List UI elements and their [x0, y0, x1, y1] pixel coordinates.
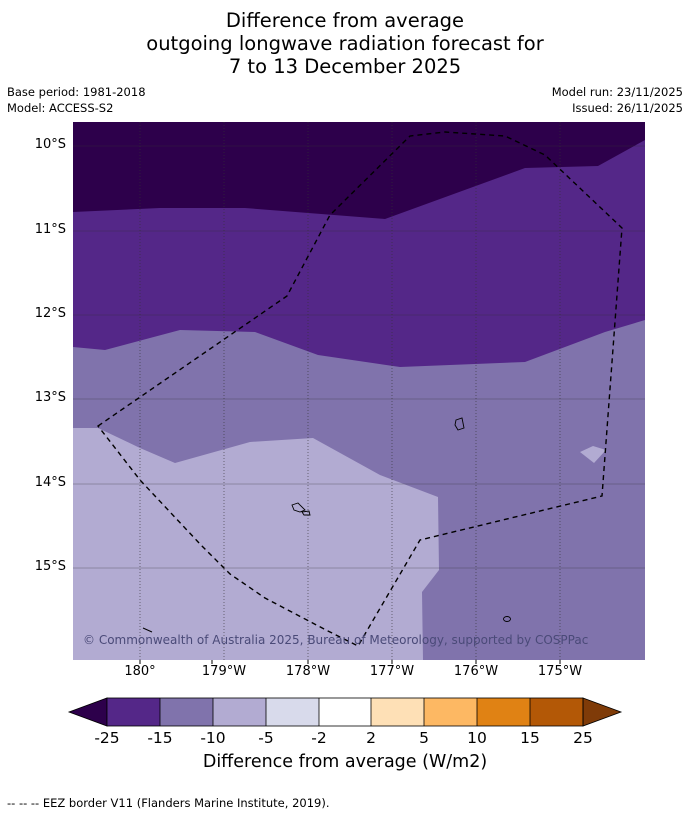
colorbar-tick-label: -10: [200, 729, 226, 747]
base-period-label: Base period: 1981-2018: [7, 85, 146, 99]
title-line-3: 7 to 13 December 2025: [228, 55, 462, 78]
lat-label: 12°S: [34, 306, 66, 321]
region-minus10-to-minus5: [73, 428, 439, 660]
colorbar-swatch: [266, 698, 319, 726]
model-run-label: Model run: 23/11/2025: [551, 85, 683, 99]
lat-label: 13°S: [34, 390, 66, 405]
colorbar-tick-label: 2: [366, 729, 376, 747]
colorbar-swatch: [213, 698, 266, 726]
colorbar: [67, 697, 623, 727]
lat-label: 14°S: [34, 475, 66, 490]
lat-label: 15°S: [34, 559, 66, 574]
copyright-note: © Commonwealth of Australia 2025, Bureau…: [83, 633, 589, 647]
colorbar-extend-max: [582, 697, 623, 727]
lon-label: 177°W: [369, 664, 415, 679]
lat-label: 10°S: [34, 137, 66, 152]
colorbar-tick-label: -25: [94, 729, 120, 747]
island-futuna: [291, 502, 306, 513]
colorbar-tick-label: -2: [311, 729, 327, 747]
region-minus10-to-minus5-east: [580, 446, 606, 463]
colorbar-swatch: [424, 698, 477, 726]
colorbar-swatch: [530, 698, 583, 726]
lon-label: 176°W: [453, 664, 499, 679]
colorbar-title: Difference from average (W/m2): [202, 752, 488, 772]
colorbar-swatch: [371, 698, 424, 726]
eez-border: [96, 131, 623, 647]
colorbar-extend-min: [67, 697, 108, 727]
colorbar-tick-label: 25: [573, 729, 593, 747]
island-niuafoou: [503, 616, 511, 622]
lon-label: 175°W: [537, 664, 583, 679]
issued-label: Issued: 26/11/2025: [572, 101, 683, 115]
map-panel: [73, 122, 645, 660]
island-wallis: [454, 417, 465, 431]
colorbar-swatch: [477, 698, 530, 726]
eez-legend-note: -- -- -- EEZ border V11 (Flanders Marine…: [7, 796, 330, 810]
colorbar-swatch: [107, 698, 160, 726]
colorbar-tick-label: -15: [147, 729, 173, 747]
model-label: Model: ACCESS-S2: [7, 101, 114, 115]
title-line-1: Difference from average: [225, 9, 465, 32]
colorbar-swatch: [319, 698, 371, 726]
lon-ticks: [139, 660, 561, 664]
lon-label: 178°W: [285, 664, 331, 679]
lon-label: 180°: [124, 664, 156, 679]
colorbar-swatch: [160, 698, 213, 726]
island-alofi: [301, 510, 311, 516]
title-line-2: outgoing longwave radiation forecast for: [146, 32, 544, 55]
lon-label: 179°W: [201, 664, 247, 679]
colorbar-tick-label: -5: [258, 729, 274, 747]
lat-label: 11°S: [34, 222, 66, 237]
island-reef: [142, 627, 153, 633]
latitude-lines: [73, 145, 645, 569]
colorbar-tick-label: 15: [520, 729, 540, 747]
colorbar-tick-label: 5: [419, 729, 429, 747]
colorbar-tick-label: 10: [467, 729, 487, 747]
